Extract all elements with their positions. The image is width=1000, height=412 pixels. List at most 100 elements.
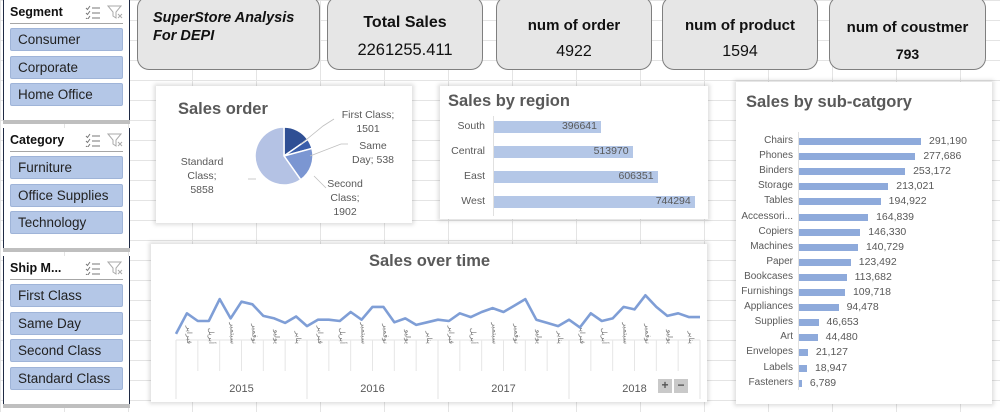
pie-label-same-day: Same Day; 538 — [351, 140, 395, 166]
subcategory-label: Envelopes — [746, 346, 793, 358]
chart-title: Sales by region — [448, 92, 570, 110]
region-label: South — [457, 120, 485, 132]
subcategory-label: Storage — [757, 180, 793, 192]
subcategory-label: Binders — [759, 165, 793, 177]
slicer-item-consumer[interactable]: Consumer — [10, 28, 123, 51]
slicer-item-standard-class[interactable]: Standard Class — [10, 366, 123, 390]
subcategory-bar[interactable] — [799, 379, 802, 387]
subcategory-bar[interactable] — [799, 258, 851, 266]
subcategory-bar[interactable] — [799, 273, 847, 281]
slicer-segment: Segment Consumer Corporate Home Office — [3, 0, 130, 124]
subcategory-label: Tables — [764, 195, 793, 207]
chart-title: Sales order — [178, 100, 268, 118]
pie-chart — [248, 118, 348, 189]
month-tick-label: فبراير — [185, 325, 194, 345]
slicer-item-technology[interactable]: Technology — [10, 211, 123, 234]
pie-slices — [254, 126, 314, 186]
month-tick-label: فبراير — [316, 325, 325, 345]
chart-sales-by-region[interactable]: Sales by region South 396641 Central 5139… — [440, 86, 708, 219]
slicer-item-same-day[interactable]: Same Day — [10, 311, 123, 335]
clear-filter-icon[interactable] — [107, 261, 123, 275]
subcategory-value: 123,492 — [858, 255, 897, 268]
clear-filter-icon[interactable] — [107, 5, 123, 19]
subcategory-bar[interactable] — [799, 289, 845, 296]
month-tick-label: نوفمبر — [512, 323, 521, 344]
slicer-item-home-office[interactable]: Home Office — [10, 83, 123, 106]
subcategory-value: 194,922 — [888, 195, 927, 208]
subcategory-bar[interactable] — [799, 334, 818, 342]
multi-select-icon[interactable] — [85, 133, 101, 147]
line-chart: فبراير أبريل سبتمبر نوفمبر يوليو يناير 2015 فبر… — [174, 293, 701, 399]
subcategory-value: 18,947 — [814, 361, 848, 374]
month-tick-label: أبريل — [469, 328, 479, 344]
chart-sales-by-subcategory[interactable]: Sales by sub-catgory Chairs 291,190 Phone… — [736, 82, 992, 404]
dashboard-title-line2: For DEPI — [153, 28, 215, 44]
sales-line — [174, 293, 700, 335]
subcategory-bar[interactable] — [799, 304, 839, 312]
region-bar[interactable] — [494, 171, 658, 183]
subcategory-value: 113,682 — [854, 270, 892, 283]
clear-filter-icon[interactable] — [107, 133, 123, 147]
multi-select-icon[interactable] — [85, 5, 101, 19]
month-tick-label: فبراير — [578, 325, 587, 345]
region-label: West — [461, 195, 485, 207]
subcategory-value: 21,127 — [815, 346, 848, 359]
region-bar[interactable] — [494, 196, 695, 208]
subcategory-bar[interactable] — [799, 153, 916, 161]
chart-title: Sales over time — [369, 252, 491, 270]
subcategory-value: 277,686 — [923, 150, 962, 163]
collapse-button[interactable]: − — [674, 379, 688, 393]
subcategory-label: Art — [780, 331, 793, 343]
region-bar[interactable] — [494, 121, 601, 133]
subcategory-label: Furnishings — [741, 286, 793, 297]
slicer-item-second-class[interactable]: Second Class — [10, 339, 123, 362]
pie-label-standard-class: Standard Class; 5858 — [180, 156, 224, 196]
month-tick-label: يوليو — [665, 329, 674, 344]
subcategory-bar[interactable] — [799, 138, 921, 145]
month-tick-label: سبتمبر — [622, 321, 631, 344]
subcategory-label: Fasteners — [748, 376, 793, 388]
kpi-value: 793 — [895, 46, 920, 62]
chart-sales-over-time[interactable]: Sales over time فبراير أبريل سبتمبر نوفمبر ي… — [151, 244, 707, 402]
subcategory-bar[interactable] — [799, 243, 858, 251]
slicer-header: Segment — [10, 0, 123, 24]
subcategory-bar[interactable] — [799, 213, 869, 221]
slicer-title: Ship M... — [10, 260, 62, 275]
slicer-item-furniture[interactable]: Furniture — [10, 156, 123, 179]
kpi-label: num of product — [685, 17, 795, 34]
slicer-item-office-supplies[interactable]: Office Supplies — [10, 183, 123, 207]
slicer-ship-mode: Ship M... First Class Same Day Second Cl… — [3, 256, 130, 408]
month-tick-label: أبريل — [338, 328, 348, 344]
slicer-category: Category Furniture Office Supplies Techn… — [3, 128, 130, 252]
month-tick-label: يناير — [294, 330, 303, 344]
region-value: 513970 — [593, 145, 629, 157]
chart-sales-order[interactable]: Sales order First Class; 1501 Same Day; … — [156, 86, 412, 223]
expand-button[interactable]: + — [658, 379, 672, 393]
multi-select-icon[interactable] — [85, 261, 101, 275]
subcategory-value: 109,718 — [852, 286, 891, 298]
subcategory-bar[interactable] — [799, 168, 906, 176]
subcategory-bar[interactable] — [799, 228, 861, 236]
kpi-card-num-of-customer: num of coustmer 793 — [829, 0, 986, 70]
subcategory-bar[interactable] — [799, 183, 889, 191]
slicer-item-first-class[interactable]: First Class — [10, 284, 123, 307]
kpi-value: 1594 — [722, 43, 758, 60]
subcategory-bar[interactable] — [799, 364, 807, 372]
subcategory-label: Appliances — [744, 301, 793, 313]
pie-label-first-class: First Class; 1501 — [341, 109, 395, 135]
subcategory-bar[interactable] — [799, 198, 881, 206]
year-label: 2018 — [622, 383, 646, 395]
month-tick-label: سبتمبر — [229, 321, 238, 344]
region-bar[interactable] — [494, 146, 633, 158]
kpi-label: num of order — [527, 17, 621, 34]
pie-slice-standard-class — [254, 126, 302, 186]
month-tick-label: يوليو — [272, 329, 281, 344]
slicer-item-corporate[interactable]: Corporate — [10, 55, 123, 79]
subcategory-label: Machines — [750, 240, 793, 252]
subcategory-bar[interactable] — [799, 319, 819, 327]
slicer-title: Category — [10, 132, 65, 147]
subcategory-bar[interactable] — [799, 349, 808, 357]
subcategory-value: 6,789 — [809, 376, 837, 389]
subcategory-value: 44,480 — [825, 331, 858, 344]
region-value: 744294 — [655, 195, 691, 207]
